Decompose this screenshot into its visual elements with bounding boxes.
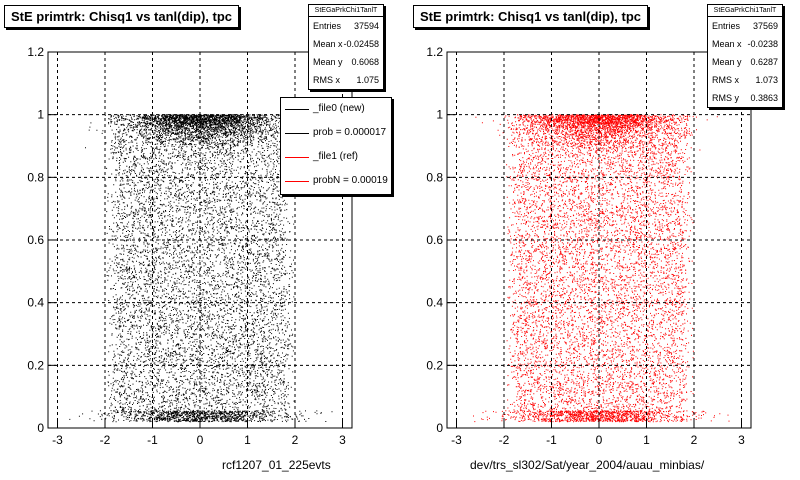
left-y-tick-label-4: 0.8	[27, 170, 44, 184]
left-y-tick-label-6: 1.2	[27, 45, 44, 59]
right-y-tick-label-0: 0	[436, 421, 443, 435]
legend-entry-file1: _file1 (ref)	[281, 146, 391, 170]
right-x-tick-label-3: 0	[596, 433, 603, 447]
right-stats-name: StEGaPrkChi1TanlT	[708, 5, 782, 17]
right-stats-rms-x-label: RMS x	[712, 75, 739, 85]
right-x-tick-label-0: -3	[451, 433, 462, 447]
right-y-tick-label-6: 1.2	[426, 45, 443, 59]
right-stats-mean-x-label: Mean x	[712, 39, 742, 49]
left-y-tick-label-3: 0.6	[27, 233, 44, 247]
right-y-tick-label-4: 0.8	[426, 170, 443, 184]
right-stats-rms-y: RMS y 0.3863	[708, 89, 782, 107]
left-x-tick-label-1: -2	[100, 433, 111, 447]
right-stats-mean-y-label: Mean y	[712, 57, 742, 67]
left-stats-box: StEGaPrkChi1TanlT Entries 37594 Mean x -…	[308, 4, 384, 90]
legend: _file0 (new) prob = 0.000017 _file1 (ref…	[280, 97, 392, 195]
legend-label-probn: probN = 0.00019	[313, 175, 388, 186]
right-x-tick-label-4: 1	[643, 433, 650, 447]
right-stats-entries-value: 37569	[752, 21, 778, 31]
legend-line-file0	[285, 109, 309, 110]
left-stats-entries: Entries 37594	[309, 17, 383, 35]
right-x-tick-label-2: -1	[546, 433, 557, 447]
right-stats-mean-x-value: -0.0238	[747, 39, 778, 49]
left-y-tick-label-1: 0.2	[27, 358, 44, 372]
right-y-tick-label-2: 0.4	[426, 296, 443, 310]
right-y-tick-label-5: 1	[436, 108, 443, 122]
left-stats-entries-label: Entries	[313, 21, 342, 31]
right-stats-mean-y: Mean y 0.6287	[708, 53, 782, 71]
right-stats-mean-x: Mean x -0.0238	[708, 35, 782, 53]
left-stats-name: StEGaPrkChi1TanlT	[309, 5, 383, 17]
left-stats-mean-x-value: -0.02458	[343, 39, 379, 49]
right-stats-entries: Entries 37569	[708, 17, 782, 35]
left-x-tick-label-6: 3	[339, 433, 346, 447]
right-stats-rms-y-value: 0.3863	[750, 93, 778, 103]
right-x-tick-label-1: -2	[499, 433, 510, 447]
left-stats-mean-y: Mean y 0.6068	[309, 53, 383, 71]
right-y-tick-label-1: 0.2	[426, 358, 443, 372]
right-stats-rms-x-value: 1.073	[755, 75, 778, 85]
left-stats-mean-x: Mean x -0.02458	[309, 35, 383, 53]
right-stats-rms-x: RMS x 1.073	[708, 71, 782, 89]
left-y-tick-label-2: 0.4	[27, 296, 44, 310]
left-y-tick-label-0: 0	[37, 421, 44, 435]
legend-line-file1	[285, 157, 309, 158]
right-stats-box: StEGaPrkChi1TanlT Entries 37569 Mean x -…	[707, 4, 783, 108]
left-x-tick-label-2: -1	[147, 433, 158, 447]
legend-label-file1: _file1 (ref)	[313, 151, 359, 162]
left-x-axis-title: rcf1207_01_225evts	[222, 458, 331, 472]
right-x-tick-label-5: 2	[691, 433, 698, 447]
left-stats-rms-x-label: RMS x	[313, 75, 340, 85]
legend-entry-probn: probN = 0.00019	[281, 170, 391, 194]
left-stats-rms-x: RMS x 1.075	[309, 71, 383, 89]
right-scatter-points	[473, 114, 730, 423]
left-scatter-points	[69, 114, 333, 423]
left-x-tick-label-4: 1	[244, 433, 251, 447]
left-x-tick-label-5: 2	[292, 433, 299, 447]
legend-line-prob	[285, 133, 309, 134]
left-x-tick-label-0: -3	[52, 433, 63, 447]
left-stats-mean-y-value: 0.6068	[351, 57, 379, 67]
right-stats-mean-y-value: 0.6287	[750, 57, 778, 67]
legend-entry-file0: _file0 (new)	[281, 98, 391, 122]
right-stats-rms-y-label: RMS y	[712, 93, 739, 103]
left-stats-entries-value: 37594	[353, 21, 379, 31]
legend-entry-prob: prob = 0.000017	[281, 122, 391, 146]
left-stats-mean-x-label: Mean x	[313, 39, 343, 49]
left-chart-title: StE primtrk: Chisq1 vs tanl(dip), tpc	[4, 5, 240, 28]
right-stats-entries-label: Entries	[712, 21, 741, 31]
right-x-tick-label-6: 3	[738, 433, 745, 447]
left-x-tick-label-3: 0	[197, 433, 204, 447]
right-y-tick-label-3: 0.6	[426, 233, 443, 247]
legend-label-file0: _file0 (new)	[313, 103, 365, 114]
left-y-tick-label-5: 1	[37, 108, 44, 122]
legend-line-probn	[285, 181, 309, 182]
left-stats-mean-y-label: Mean y	[313, 57, 343, 67]
legend-label-prob: prob = 0.000017	[313, 127, 387, 138]
right-x-axis-title: dev/trs_sl302/Sat/year_2004/auau_minbias…	[470, 458, 705, 472]
right-chart-title: StE primtrk: Chisq1 vs tanl(dip), tpc	[413, 5, 649, 28]
left-stats-rms-x-value: 1.075	[356, 75, 379, 85]
